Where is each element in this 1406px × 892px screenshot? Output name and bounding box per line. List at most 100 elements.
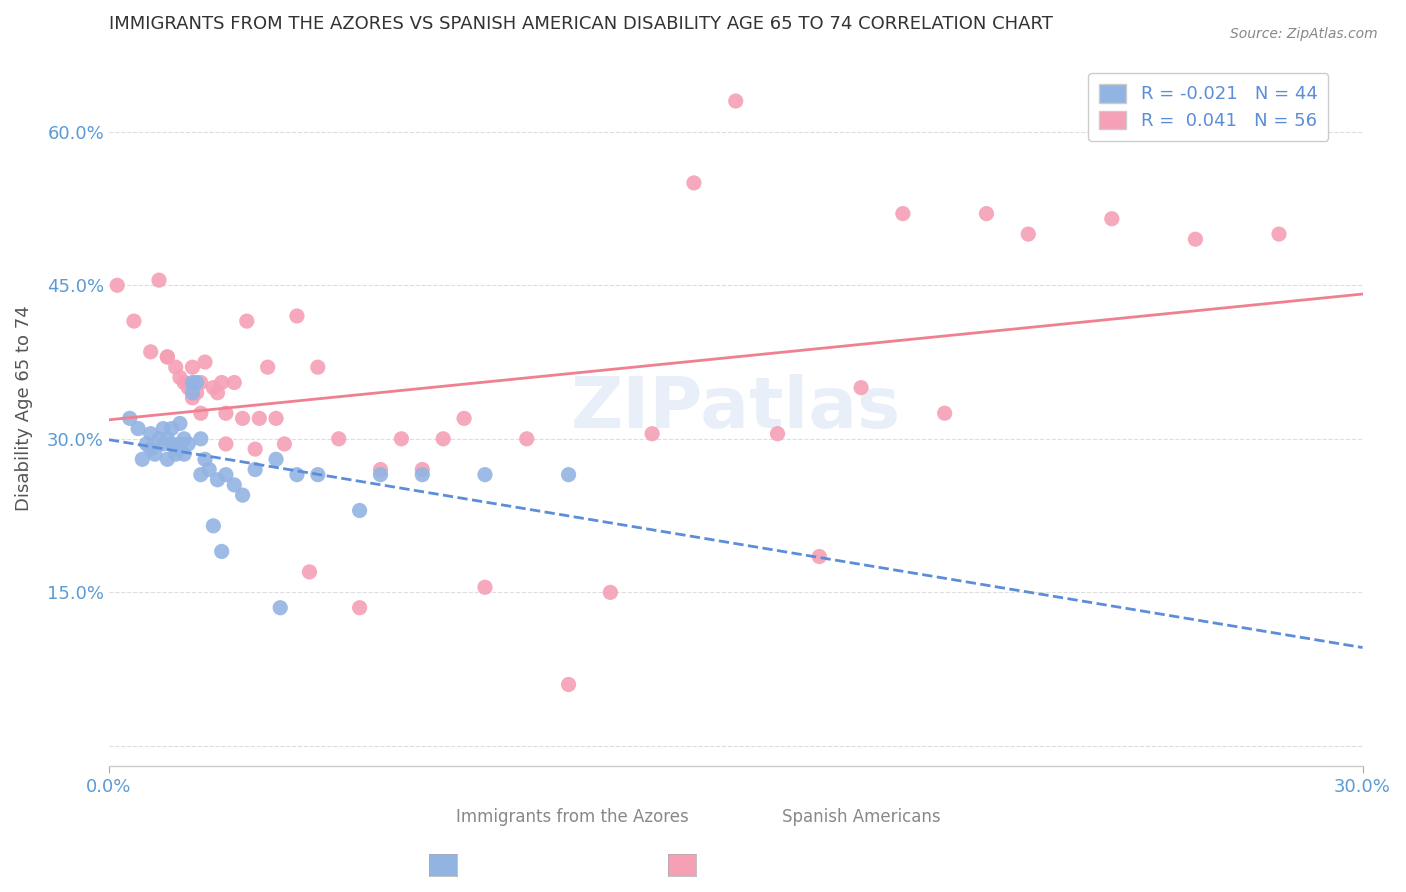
Point xyxy=(1101,211,1123,226)
Point xyxy=(269,600,291,615)
Point xyxy=(165,360,187,375)
Point xyxy=(165,447,187,461)
Point xyxy=(264,452,287,467)
Point xyxy=(156,432,179,446)
Text: IMMIGRANTS FROM THE AZORES VS SPANISH AMERICAN DISABILITY AGE 65 TO 74 CORRELATI: IMMIGRANTS FROM THE AZORES VS SPANISH AM… xyxy=(108,15,1053,33)
Point xyxy=(215,406,238,420)
Y-axis label: Disability Age 65 to 74: Disability Age 65 to 74 xyxy=(15,305,32,511)
Point xyxy=(156,452,179,467)
Point xyxy=(349,503,371,517)
Point xyxy=(148,432,170,446)
Point xyxy=(432,432,454,446)
Text: ZIPatlas: ZIPatlas xyxy=(571,374,901,442)
Point xyxy=(190,406,212,420)
Point xyxy=(256,360,278,375)
Point xyxy=(247,411,270,425)
Point xyxy=(243,442,266,456)
Point xyxy=(202,519,225,533)
Point xyxy=(135,437,157,451)
Point xyxy=(641,426,664,441)
Point xyxy=(411,462,433,476)
Point xyxy=(143,447,166,461)
Point xyxy=(194,452,217,467)
Point xyxy=(181,360,204,375)
Point xyxy=(349,600,371,615)
Point xyxy=(139,344,162,359)
Point xyxy=(370,462,392,476)
Point xyxy=(232,488,254,502)
Point xyxy=(389,432,412,446)
Point xyxy=(1268,227,1291,241)
Point xyxy=(194,355,217,369)
Point xyxy=(298,565,321,579)
Point xyxy=(557,467,579,482)
Point xyxy=(181,391,204,405)
Point xyxy=(131,452,153,467)
Point xyxy=(236,314,259,328)
Point xyxy=(307,360,329,375)
Point xyxy=(152,421,174,435)
Point xyxy=(152,437,174,451)
Point xyxy=(181,376,204,390)
Point xyxy=(264,411,287,425)
Point xyxy=(169,437,191,451)
Point xyxy=(411,467,433,482)
Point xyxy=(557,677,579,691)
Text: Spanish Americans: Spanish Americans xyxy=(782,807,941,826)
Point xyxy=(173,376,195,390)
Point xyxy=(285,309,308,323)
Point xyxy=(243,462,266,476)
Point xyxy=(328,432,350,446)
Point xyxy=(1017,227,1039,241)
Point xyxy=(215,467,238,482)
Point xyxy=(849,381,872,395)
Point xyxy=(934,406,956,420)
Point xyxy=(683,176,706,190)
Point xyxy=(766,426,789,441)
Point xyxy=(160,437,183,451)
Point xyxy=(165,442,187,456)
Point xyxy=(169,417,191,431)
Point xyxy=(474,467,496,482)
Point xyxy=(202,381,225,395)
Point xyxy=(190,376,212,390)
Point xyxy=(724,94,747,108)
Point xyxy=(177,437,200,451)
Point xyxy=(599,585,621,599)
Point xyxy=(370,467,392,482)
Point xyxy=(127,421,149,435)
Point xyxy=(232,411,254,425)
Point xyxy=(808,549,831,564)
Point xyxy=(516,432,538,446)
Point xyxy=(474,580,496,594)
Point xyxy=(215,437,238,451)
Point xyxy=(976,206,998,220)
Point xyxy=(224,478,246,492)
Point xyxy=(453,411,475,425)
Point xyxy=(198,462,221,476)
Point xyxy=(273,437,295,451)
Point xyxy=(207,385,229,400)
Point xyxy=(139,426,162,441)
Point xyxy=(105,278,128,293)
Point xyxy=(307,467,329,482)
Point xyxy=(224,376,246,390)
Point xyxy=(118,411,141,425)
Point xyxy=(190,467,212,482)
Point xyxy=(181,385,204,400)
Point xyxy=(186,376,208,390)
Point xyxy=(148,273,170,287)
Point xyxy=(891,206,914,220)
Point xyxy=(139,442,162,456)
Point xyxy=(211,376,233,390)
Point xyxy=(177,381,200,395)
Point xyxy=(207,473,229,487)
Point xyxy=(156,350,179,364)
Point xyxy=(190,432,212,446)
Point xyxy=(122,314,145,328)
Point xyxy=(1184,232,1206,246)
Point xyxy=(211,544,233,558)
Text: Immigrants from the Azores: Immigrants from the Azores xyxy=(457,807,689,826)
Point xyxy=(156,350,179,364)
Text: Source: ZipAtlas.com: Source: ZipAtlas.com xyxy=(1230,27,1378,41)
